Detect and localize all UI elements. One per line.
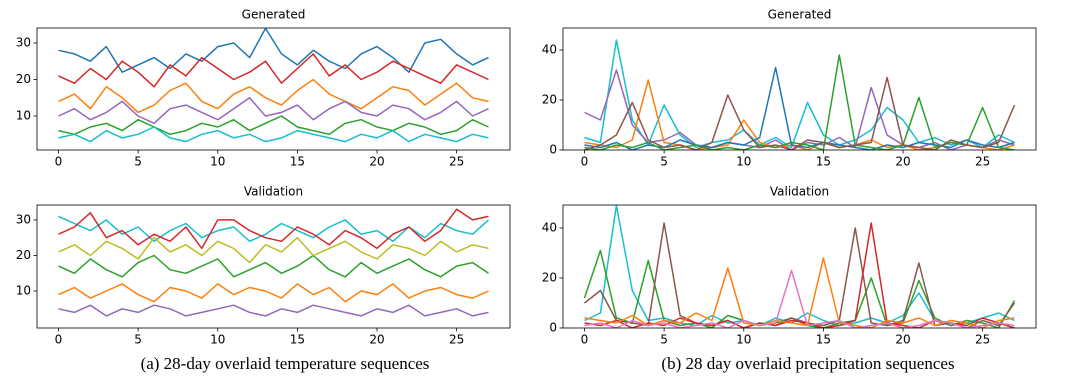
x-tick-label: 0	[581, 333, 589, 347]
x-tick-label: 5	[660, 333, 668, 347]
x-tick-label: 20	[369, 155, 384, 169]
axes-frame	[562, 204, 1037, 329]
y-tick-label: 0	[549, 143, 557, 157]
y-tick-label: 20	[16, 248, 31, 262]
series-line	[58, 78, 489, 114]
series-line	[584, 222, 1015, 328]
x-tick-label: 5	[134, 155, 142, 169]
panel-title: Generated	[768, 8, 832, 22]
series-line	[584, 39, 1015, 149]
axes-frame	[36, 204, 511, 329]
y-tick-label: 40	[542, 43, 557, 57]
series-line	[584, 79, 1015, 150]
series-line	[584, 222, 1016, 328]
series-line	[58, 28, 489, 73]
x-tick-label: 5	[134, 333, 142, 347]
axes-frame	[562, 27, 1037, 151]
y-tick-label: 40	[542, 221, 557, 235]
axes-frame	[36, 27, 511, 151]
series-line	[584, 66, 1015, 150]
x-tick-label: 25	[975, 333, 990, 347]
x-tick-label: 0	[55, 155, 63, 169]
x-tick-label: 25	[449, 155, 464, 169]
x-tick-label: 20	[369, 333, 384, 347]
x-tick-label: 20	[895, 155, 910, 169]
series-line	[584, 54, 1015, 150]
y-tick-label: 10	[16, 109, 31, 123]
y-tick-label: 10	[16, 284, 31, 298]
series-line	[584, 269, 1015, 328]
panel-title: Validation	[770, 185, 829, 199]
y-tick-label: 0	[549, 321, 557, 335]
x-tick-label: 5	[660, 155, 668, 169]
y-tick-label: 20	[542, 271, 557, 285]
series-line	[58, 126, 489, 143]
series-line	[58, 254, 489, 278]
x-tick-label: 10	[736, 333, 751, 347]
series-line	[58, 115, 489, 136]
plot-area	[583, 205, 1016, 328]
x-tick-label: 0	[581, 155, 589, 169]
x-tick-label: 15	[816, 333, 831, 347]
y-tick-label: 20	[542, 93, 557, 107]
x-tick-label: 15	[290, 333, 305, 347]
x-tick-label: 15	[816, 155, 831, 169]
y-tick-label: 20	[16, 72, 31, 86]
panel-title: Validation	[244, 185, 303, 199]
series-line	[58, 236, 489, 264]
series-line	[58, 283, 489, 303]
x-tick-label: 20	[895, 333, 910, 347]
series-line	[58, 97, 489, 125]
plot-area	[584, 39, 1016, 150]
x-tick-label: 10	[736, 155, 751, 169]
series-line	[58, 208, 489, 250]
x-tick-label: 10	[210, 333, 225, 347]
series-line	[58, 53, 489, 88]
y-tick-label: 30	[16, 212, 31, 226]
series-line	[584, 76, 1016, 150]
plot-area	[58, 208, 490, 317]
x-tick-label: 25	[449, 333, 464, 347]
x-tick-label: 10	[210, 155, 225, 169]
caption: (b) 28 day overlaid precipitation sequen…	[661, 354, 954, 373]
series-line	[58, 215, 490, 243]
series-line	[584, 257, 1015, 328]
caption: (a) 28-day overlaid temperature sequence…	[141, 354, 430, 373]
x-tick-label: 0	[55, 333, 63, 347]
plot-area	[58, 28, 489, 143]
y-tick-label: 30	[16, 35, 31, 49]
x-tick-label: 15	[290, 155, 305, 169]
series-line	[58, 304, 489, 317]
x-tick-label: 25	[975, 155, 990, 169]
panel-title: Generated	[242, 8, 306, 22]
